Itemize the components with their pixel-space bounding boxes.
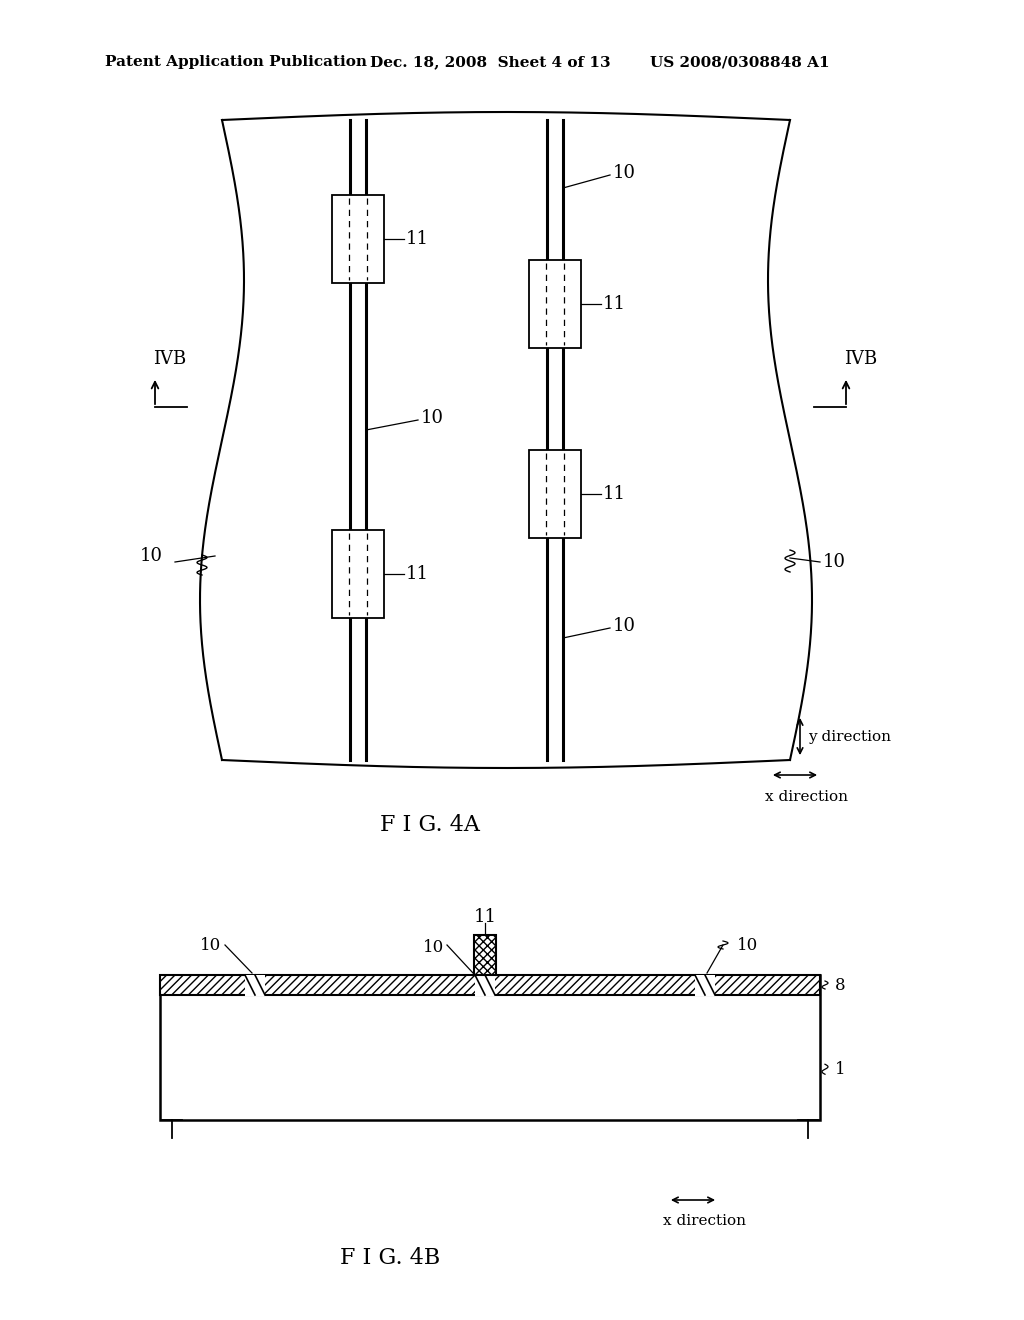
Text: IVB: IVB xyxy=(153,350,186,368)
Bar xyxy=(695,974,715,995)
Text: 10: 10 xyxy=(423,939,444,956)
Text: 11: 11 xyxy=(406,565,429,583)
Text: F I G. 4B: F I G. 4B xyxy=(340,1247,440,1269)
Text: 10: 10 xyxy=(421,409,444,426)
Text: Dec. 18, 2008  Sheet 4 of 13: Dec. 18, 2008 Sheet 4 of 13 xyxy=(370,55,610,69)
Bar xyxy=(529,450,581,539)
Text: 10: 10 xyxy=(613,164,636,182)
Text: F I G. 4A: F I G. 4A xyxy=(380,814,480,836)
Text: 8: 8 xyxy=(835,977,846,994)
Text: y direction: y direction xyxy=(808,730,891,743)
Text: 11: 11 xyxy=(473,908,497,927)
Text: 11: 11 xyxy=(406,230,429,248)
Text: x direction: x direction xyxy=(663,1214,746,1228)
Text: 10: 10 xyxy=(200,936,221,953)
Bar xyxy=(245,974,265,995)
Bar xyxy=(332,531,384,618)
Text: 10: 10 xyxy=(140,546,163,565)
Bar xyxy=(160,975,820,1119)
Text: x direction: x direction xyxy=(765,789,848,804)
Text: Patent Application Publication: Patent Application Publication xyxy=(105,55,367,69)
Bar xyxy=(474,935,496,975)
Text: 10: 10 xyxy=(823,553,846,572)
Text: 11: 11 xyxy=(603,484,626,503)
Bar xyxy=(332,195,384,282)
Bar xyxy=(529,260,581,348)
Text: 10: 10 xyxy=(613,616,636,635)
Bar xyxy=(160,975,820,995)
Text: 1: 1 xyxy=(835,1061,846,1077)
Text: 10: 10 xyxy=(737,936,758,953)
Text: IVB: IVB xyxy=(844,350,878,368)
Bar xyxy=(475,974,495,995)
Text: US 2008/0308848 A1: US 2008/0308848 A1 xyxy=(650,55,829,69)
Text: 11: 11 xyxy=(603,294,626,313)
